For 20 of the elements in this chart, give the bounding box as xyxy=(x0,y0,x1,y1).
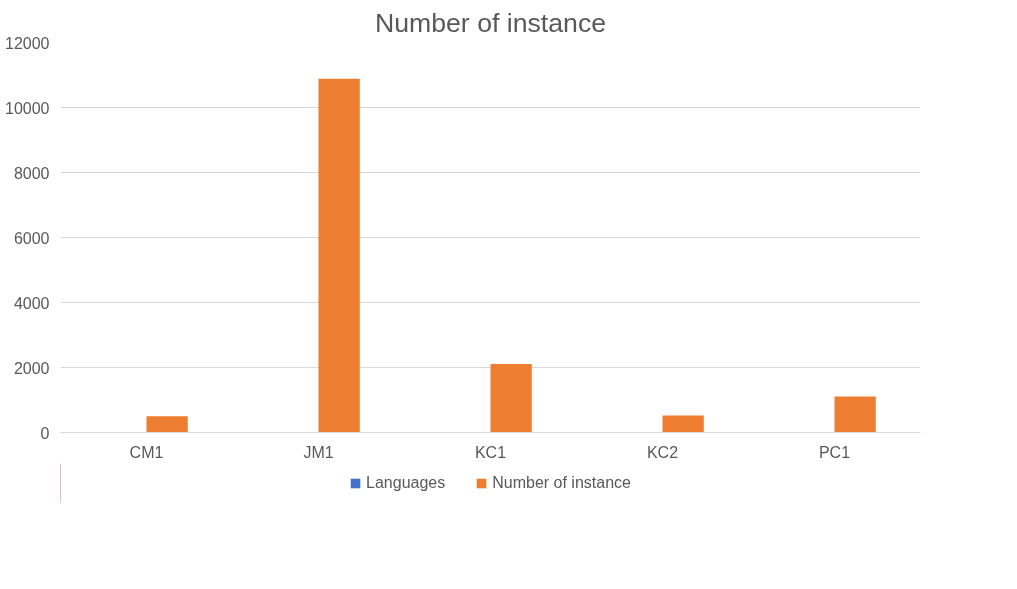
bar xyxy=(834,396,876,433)
bar xyxy=(490,363,532,433)
y-tick-label: 4000 xyxy=(13,294,50,312)
x-tick-label: KC2 xyxy=(646,443,679,461)
y-tick-label: 2000 xyxy=(13,359,50,377)
y-tick-label: 12000 xyxy=(5,34,50,52)
x-tick-label: KC1 xyxy=(474,443,507,461)
bar xyxy=(318,78,360,433)
y-tick-label: 6000 xyxy=(13,229,50,247)
y-tick-label: 0 xyxy=(40,424,50,442)
x-tick-label: PC1 xyxy=(818,443,851,461)
x-tick-label: JM1 xyxy=(303,443,334,461)
bar xyxy=(662,415,704,433)
chart-title: Number of instance xyxy=(374,7,607,38)
legend-label: Number of instance xyxy=(492,474,631,492)
y-tick-label: 8000 xyxy=(13,164,50,182)
y-tick-label: 10000 xyxy=(5,99,50,117)
bar xyxy=(146,416,188,433)
x-tick-label: CM1 xyxy=(129,443,164,461)
legend-label: Languages xyxy=(366,474,446,492)
